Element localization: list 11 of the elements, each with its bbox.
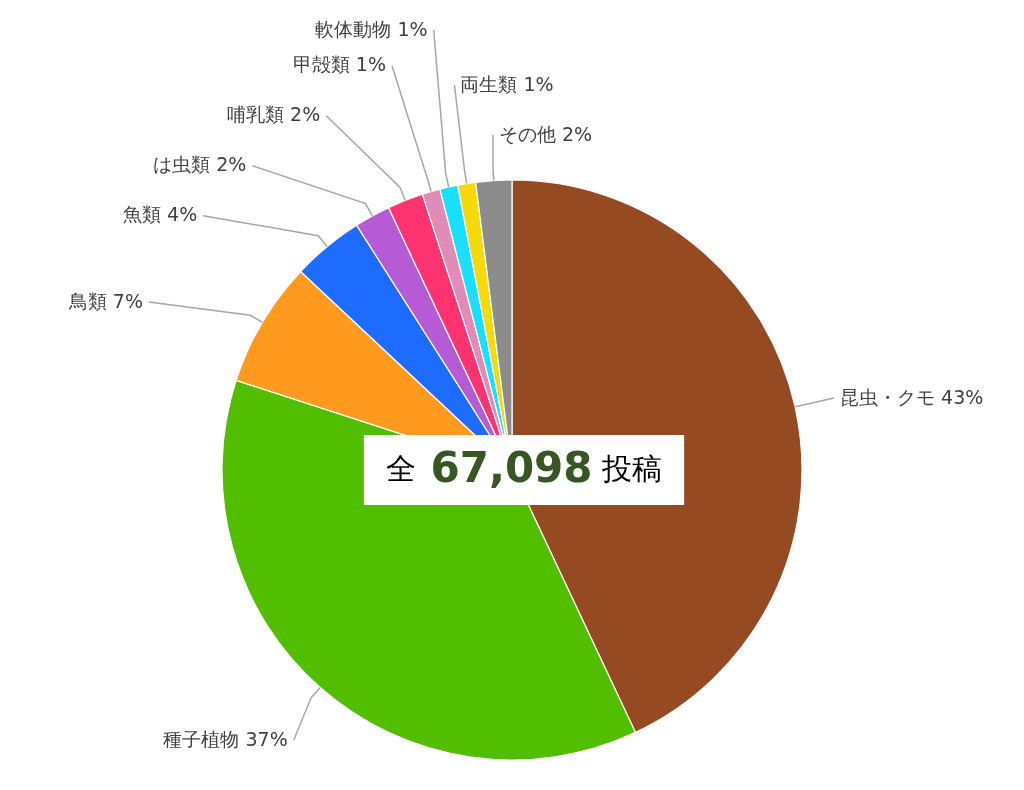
slice-label: 甲殻類 1%: [292, 53, 386, 76]
slice-label: 鳥類 7%: [67, 289, 143, 312]
slice-label: 哺乳類 2%: [227, 103, 321, 126]
slice-label: 両生類 1%: [460, 72, 554, 95]
slice-label: は虫類 2%: [153, 153, 247, 176]
slice-label: 種子植物 37%: [163, 727, 288, 750]
slice-label: 昆虫・クモ 43%: [840, 385, 984, 408]
slice-label: 軟体動物 1%: [315, 17, 428, 40]
text: 全 67,098 投稿: [385, 442, 663, 492]
slice-label: 魚類 4%: [123, 203, 198, 226]
slice-label: その他 2%: [498, 122, 593, 145]
